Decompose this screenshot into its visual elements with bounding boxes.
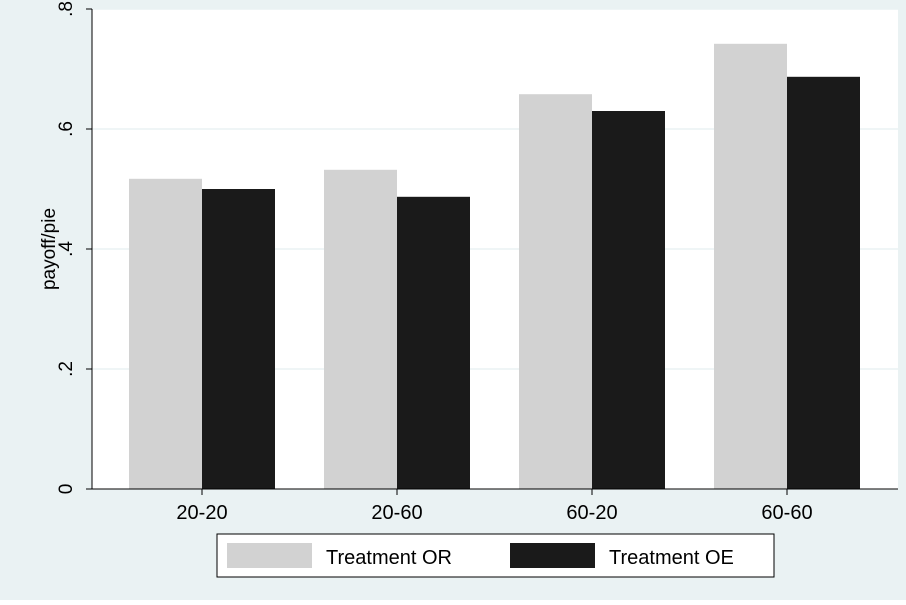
legend-swatch-treatment-or (227, 543, 312, 568)
bar-treatment-or-60-60 (714, 43, 787, 490)
y-tick-label: .2 (56, 361, 77, 377)
y-axis-label: payoff/pie (39, 208, 60, 290)
bars (129, 43, 860, 490)
bar-treatment-oe-20-20 (202, 189, 275, 489)
x-tick-label: 60-60 (761, 502, 812, 524)
bar-treatment-oe-60-20 (592, 111, 665, 489)
y-tick-label: .4 (56, 241, 77, 257)
x-axis-ticks: 20-20 20-60 60-20 60-60 (176, 489, 813, 524)
bar-treatment-or-20-20 (129, 178, 202, 490)
legend-label-treatment-or: Treatment OR (326, 547, 452, 569)
bar-treatment-oe-20-60 (397, 196, 470, 490)
y-tick-label: .8 (56, 1, 77, 17)
x-tick-label: 20-60 (371, 502, 422, 524)
legend-swatch-treatment-oe (510, 543, 595, 568)
legend-label-treatment-oe: Treatment OE (609, 547, 734, 569)
y-tick-label: .6 (56, 121, 77, 137)
bar-treatment-or-60-20 (519, 94, 592, 489)
legend: Treatment OR Treatment OE (216, 533, 775, 578)
bar-treatment-or-20-60 (324, 169, 397, 490)
x-tick-label: 60-20 (566, 502, 617, 524)
y-tick-label: 0 (56, 484, 77, 495)
bar-treatment-oe-60-60 (787, 76, 860, 490)
y-axis-ticks: 0 .2 .4 .6 .8 (56, 1, 92, 494)
x-tick-label: 20-20 (176, 502, 227, 524)
